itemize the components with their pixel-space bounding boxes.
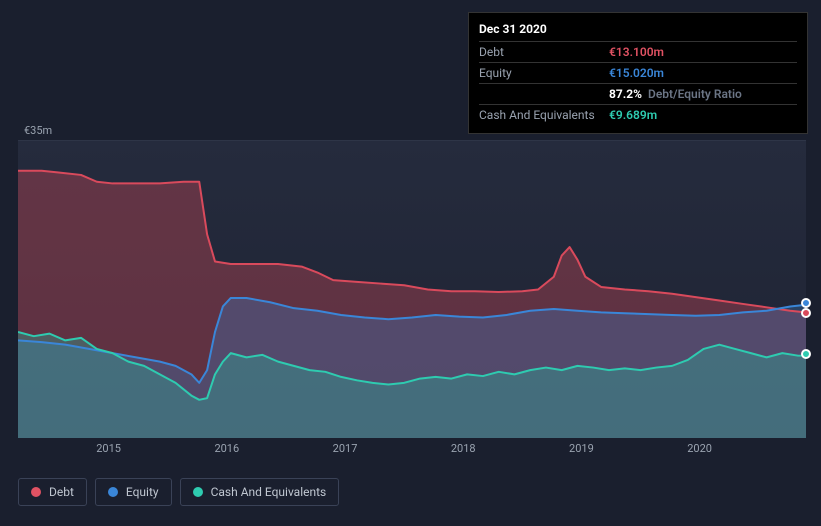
series-end-marker bbox=[801, 349, 811, 359]
x-axis: 2015 2016 2017 2018 2019 2020 bbox=[18, 442, 806, 462]
chart-legend: Debt Equity Cash And Equivalents bbox=[18, 478, 339, 506]
tooltip-equity-value: €15.020m bbox=[609, 66, 797, 80]
legend-label: Debt bbox=[49, 485, 74, 499]
legend-item[interactable]: Debt bbox=[18, 478, 87, 506]
x-axis-tick: 2016 bbox=[214, 442, 239, 455]
tooltip-debt-value: €13.100m bbox=[609, 45, 797, 59]
tooltip-cash-label: Cash And Equivalents bbox=[479, 108, 609, 122]
x-axis-tick: 2017 bbox=[333, 442, 358, 455]
series-end-marker bbox=[801, 308, 811, 318]
legend-swatch bbox=[108, 487, 118, 497]
data-tooltip: Dec 31 2020 Debt €13.100m Equity €15.020… bbox=[468, 12, 808, 134]
legend-item[interactable]: Equity bbox=[95, 478, 172, 506]
tooltip-cash-value: €9.689m bbox=[609, 108, 797, 122]
legend-item[interactable]: Cash And Equivalents bbox=[180, 478, 340, 506]
x-axis-tick: 2018 bbox=[451, 442, 476, 455]
tooltip-ratio-label: Debt/Equity Ratio bbox=[648, 87, 742, 101]
x-axis-tick: 2019 bbox=[569, 442, 594, 455]
chart-plot-area[interactable] bbox=[18, 140, 806, 438]
x-axis-tick: 2015 bbox=[96, 442, 121, 455]
legend-swatch bbox=[31, 487, 41, 497]
chart-container: { "tooltip": { "date": "Dec 31 2020", "d… bbox=[0, 0, 821, 526]
legend-swatch bbox=[193, 487, 203, 497]
tooltip-debt-label: Debt bbox=[479, 45, 609, 59]
tooltip-date: Dec 31 2020 bbox=[479, 19, 797, 41]
x-axis-tick: 2020 bbox=[687, 442, 712, 455]
tooltip-equity-label: Equity bbox=[479, 66, 609, 80]
legend-label: Equity bbox=[126, 485, 159, 499]
y-axis-max-label: €35m bbox=[24, 124, 52, 137]
tooltip-ratio-value: 87.2% bbox=[609, 87, 642, 101]
series-end-marker bbox=[801, 298, 811, 308]
legend-label: Cash And Equivalents bbox=[211, 485, 327, 499]
chart-svg bbox=[18, 141, 806, 438]
